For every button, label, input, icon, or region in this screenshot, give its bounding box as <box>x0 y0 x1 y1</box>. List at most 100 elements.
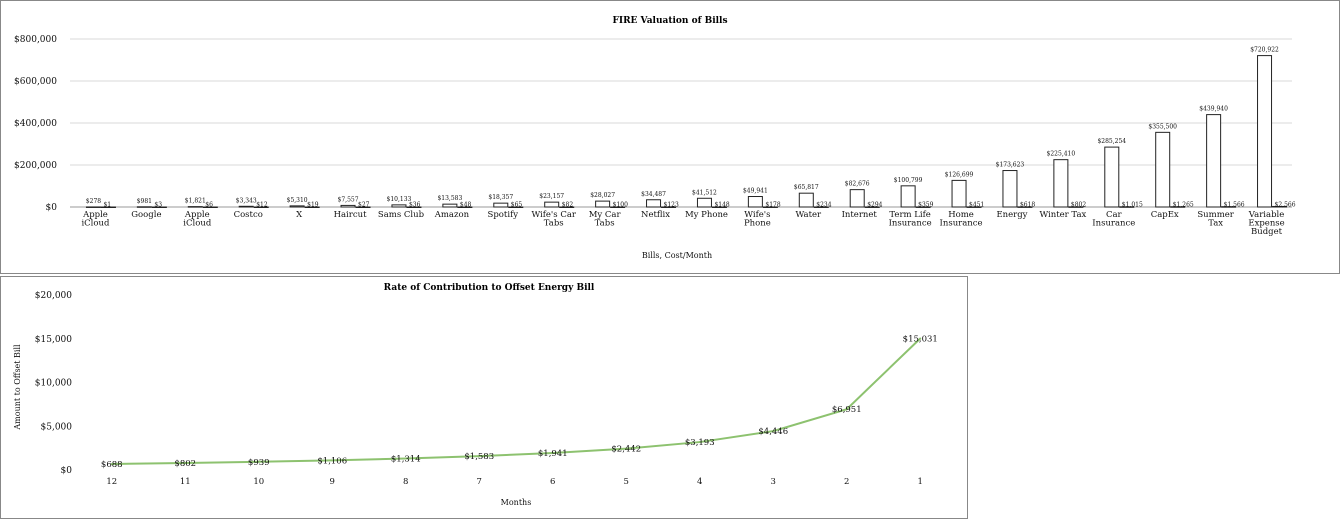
bar-value-label: $148 <box>714 202 729 209</box>
bar-value-label: $2,566 <box>1275 202 1296 209</box>
bar <box>595 200 611 208</box>
bar-value-label: $451 <box>969 202 984 209</box>
bar <box>100 206 116 208</box>
x-tick-label: Apple <box>184 210 210 220</box>
bar-value-label: $178 <box>765 202 780 209</box>
x-tick-label: 7 <box>477 477 482 487</box>
bar <box>1017 206 1033 208</box>
bar-value-label: $285,254 <box>1097 138 1126 145</box>
x-tick-label: Home <box>948 210 974 220</box>
bar-value-label: $10,133 <box>387 196 412 203</box>
bar <box>1170 206 1186 208</box>
bar <box>849 189 865 208</box>
bar <box>1221 206 1237 208</box>
data-point <box>404 457 407 460</box>
x-tick-label: Tabs <box>595 219 615 229</box>
bar-value-label: $1,015 <box>1122 202 1143 209</box>
x-tick-label: Google <box>131 210 161 220</box>
bar-value-label: $981 <box>137 198 152 205</box>
bar-value-label: $439,940 <box>1199 106 1228 113</box>
bar <box>1104 146 1120 208</box>
data-label: $1,314 <box>391 455 421 465</box>
x-tick-label: CapEx <box>1151 210 1179 220</box>
x-tick-label: Expense <box>1248 219 1284 229</box>
bar <box>1155 131 1171 208</box>
data-label: $688 <box>101 460 123 470</box>
y-tick-label: $600,000 <box>14 77 57 87</box>
bar-value-label: $41,512 <box>692 189 717 196</box>
bar <box>1206 114 1222 208</box>
bar <box>1119 206 1135 208</box>
bar-value-label: $34,487 <box>641 191 666 198</box>
bar-value-label: $100,799 <box>894 177 923 184</box>
x-tick-label: iCloud <box>81 219 110 229</box>
bar <box>610 206 626 208</box>
bar-value-label: $359 <box>918 202 933 209</box>
bar-value-label: $82,676 <box>845 181 870 188</box>
bar-value-label: $65 <box>511 202 523 209</box>
x-tick-label: Insurance <box>1092 219 1135 229</box>
data-point <box>257 460 260 463</box>
chart-title: Rate of Contribution to Offset Energy Bi… <box>384 283 595 293</box>
x-tick-label: 4 <box>697 477 702 487</box>
x-tick-label: 5 <box>624 477 629 487</box>
energy-offset-svg: Rate of Contribution to Offset Energy Bi… <box>13 283 938 507</box>
bar-value-label: $225,410 <box>1047 151 1076 158</box>
x-tick-label: Summer <box>1197 210 1234 220</box>
bar <box>747 196 763 208</box>
x-tick-label: Costco <box>234 210 263 220</box>
data-point <box>110 462 113 465</box>
bar <box>340 204 356 208</box>
data-label: $939 <box>248 458 270 468</box>
bar-value-label: $3,343 <box>236 197 257 204</box>
x-tick-label: Netflix <box>641 210 670 220</box>
data-label: $1,106 <box>317 456 347 466</box>
bar-value-label: $7,557 <box>338 196 359 203</box>
bar-value-label: $234 <box>816 202 831 209</box>
bar-value-label: $3 <box>154 202 162 209</box>
x-tick-label: Tabs <box>544 219 564 229</box>
data-point <box>625 447 628 450</box>
data-label: $15,031 <box>903 334 938 344</box>
data-point <box>331 459 334 462</box>
x-tick-label: Car <box>1106 210 1123 220</box>
bar <box>696 197 712 208</box>
bar-value-label: $18,357 <box>488 194 513 201</box>
bar <box>304 206 320 208</box>
bar-value-label: $1,566 <box>1224 202 1245 209</box>
bar <box>915 206 931 208</box>
bar-value-label: $36 <box>409 202 421 209</box>
x-tick-label: Variable <box>1248 210 1284 220</box>
bar <box>253 206 269 208</box>
bar <box>711 206 727 208</box>
bar-value-label: $1 <box>103 202 111 209</box>
bar <box>493 202 509 208</box>
bar <box>187 206 203 208</box>
data-point <box>698 441 701 444</box>
x-tick-label: Spotify <box>488 210 519 220</box>
bar-value-label: $1,265 <box>1173 202 1194 209</box>
bar-value-label: $13,583 <box>437 195 462 202</box>
bar-value-label: $618 <box>1020 202 1035 209</box>
energy-offset-chart: Rate of Contribution to Offset Energy Bi… <box>0 276 968 519</box>
x-tick-label: 12 <box>106 477 117 487</box>
bar <box>544 201 560 208</box>
data-point <box>184 461 187 464</box>
bar <box>457 206 473 208</box>
bar <box>1002 170 1018 208</box>
bar <box>202 206 218 208</box>
fire-valuation-chart: FIRE Valuation of Bills Bills, Cost/Mont… <box>0 0 1340 274</box>
bar-value-label: $126,699 <box>945 171 974 178</box>
bar-value-label: $1,821 <box>185 198 206 205</box>
bar-value-label: $5,310 <box>287 197 308 204</box>
bar <box>508 206 524 208</box>
bar <box>559 206 575 208</box>
x-tick-label: Winter Tax <box>1039 210 1086 220</box>
bar <box>391 204 407 208</box>
bar <box>136 206 152 208</box>
bar-value-label: $123 <box>664 202 679 209</box>
bar <box>355 206 371 208</box>
chart-title: FIRE Valuation of Bills <box>612 16 727 26</box>
bar-value-label: $12 <box>256 202 268 209</box>
x-tick-label: Water <box>796 210 823 220</box>
